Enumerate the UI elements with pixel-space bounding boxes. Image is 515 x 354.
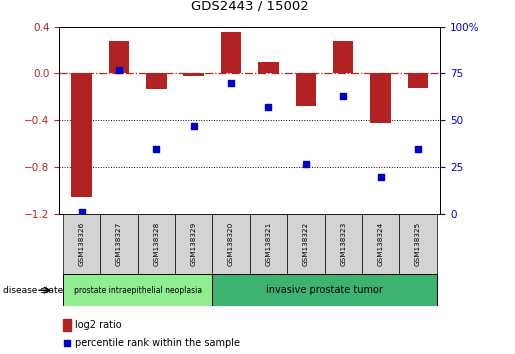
FancyBboxPatch shape <box>63 274 212 306</box>
Point <box>414 146 422 152</box>
Point <box>376 174 385 179</box>
Text: GSM138323: GSM138323 <box>340 222 346 266</box>
FancyBboxPatch shape <box>362 214 399 274</box>
Bar <box>408 74 428 87</box>
Point <box>115 67 123 73</box>
FancyBboxPatch shape <box>250 214 287 274</box>
Point <box>339 93 347 99</box>
Bar <box>109 41 129 74</box>
FancyBboxPatch shape <box>100 214 138 274</box>
Bar <box>63 319 72 331</box>
FancyBboxPatch shape <box>212 214 250 274</box>
Point <box>78 210 86 215</box>
FancyBboxPatch shape <box>63 214 100 274</box>
Text: GSM138328: GSM138328 <box>153 222 159 266</box>
Bar <box>296 74 316 106</box>
Text: GSM138327: GSM138327 <box>116 222 122 266</box>
Text: GSM138324: GSM138324 <box>377 222 384 266</box>
Text: GSM138321: GSM138321 <box>265 222 271 266</box>
Text: GSM138326: GSM138326 <box>79 222 84 266</box>
FancyBboxPatch shape <box>324 214 362 274</box>
Point <box>190 123 198 129</box>
Text: GSM138322: GSM138322 <box>303 222 309 266</box>
Point <box>302 161 310 166</box>
FancyBboxPatch shape <box>175 214 212 274</box>
FancyBboxPatch shape <box>138 214 175 274</box>
FancyBboxPatch shape <box>287 214 324 274</box>
Bar <box>183 74 204 76</box>
Bar <box>258 62 279 74</box>
Text: invasive prostate tumor: invasive prostate tumor <box>266 285 383 295</box>
Text: log2 ratio: log2 ratio <box>75 320 122 330</box>
Text: GSM138320: GSM138320 <box>228 222 234 266</box>
Bar <box>221 33 242 74</box>
Text: disease state: disease state <box>3 286 63 295</box>
Text: GSM138325: GSM138325 <box>415 222 421 266</box>
FancyBboxPatch shape <box>399 214 437 274</box>
Point <box>63 340 72 346</box>
Text: prostate intraepithelial neoplasia: prostate intraepithelial neoplasia <box>74 286 202 295</box>
Bar <box>146 74 167 89</box>
Bar <box>333 41 353 74</box>
Text: GDS2443 / 15002: GDS2443 / 15002 <box>191 0 308 12</box>
Point <box>227 80 235 86</box>
Bar <box>72 74 92 196</box>
Text: GSM138329: GSM138329 <box>191 222 197 266</box>
Text: percentile rank within the sample: percentile rank within the sample <box>75 338 240 348</box>
Point <box>264 104 272 110</box>
Point <box>152 146 161 152</box>
FancyBboxPatch shape <box>212 274 437 306</box>
Bar <box>370 74 391 123</box>
